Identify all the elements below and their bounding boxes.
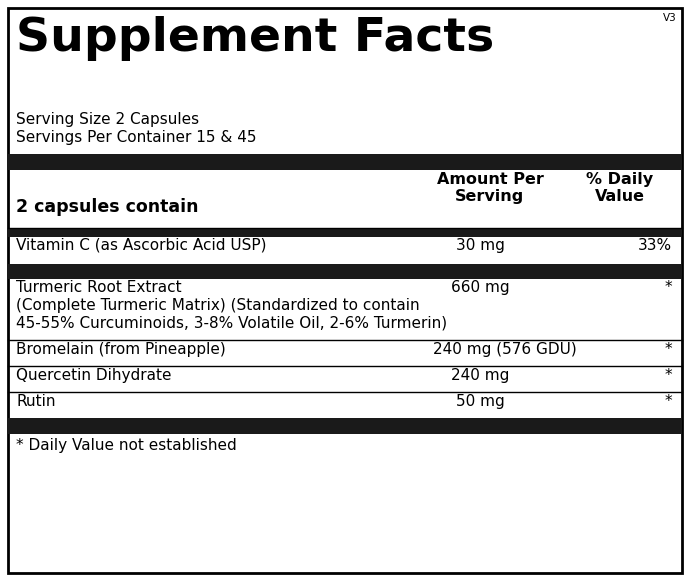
Text: 30 mg: 30 mg [455,238,504,253]
Text: *: * [664,394,672,409]
Text: Amount Per
Serving: Amount Per Serving [437,172,544,205]
Text: 50 mg: 50 mg [455,394,504,409]
Text: Rutin: Rutin [16,394,55,409]
Text: % Daily
Value: % Daily Value [586,172,653,205]
Text: 2 capsules contain: 2 capsules contain [16,198,199,216]
Text: Turmeric Root Extract: Turmeric Root Extract [16,280,181,295]
Text: * Daily Value not established: * Daily Value not established [16,438,237,453]
Text: Vitamin C (as Ascorbic Acid USP): Vitamin C (as Ascorbic Acid USP) [16,238,266,253]
Text: Bromelain (from Pineapple): Bromelain (from Pineapple) [16,342,226,357]
Text: *: * [664,342,672,357]
Text: *: * [664,280,672,295]
Text: *: * [664,368,672,383]
Text: (Complete Turmeric Matrix) (Standardized to contain: (Complete Turmeric Matrix) (Standardized… [16,298,420,313]
Text: Servings Per Container 15 & 45: Servings Per Container 15 & 45 [16,130,257,145]
Text: 240 mg (576 GDU): 240 mg (576 GDU) [433,342,577,357]
Text: 33%: 33% [638,238,672,253]
Text: V3: V3 [663,13,677,23]
Bar [8,228,682,237]
Bar [8,264,682,279]
Text: 240 mg: 240 mg [451,368,509,383]
Bar [8,418,682,434]
Text: 45-55% Curcuminoids, 3-8% Volatile Oil, 2-6% Turmerin): 45-55% Curcuminoids, 3-8% Volatile Oil, … [16,316,447,331]
Text: Serving Size 2 Capsules: Serving Size 2 Capsules [16,112,199,127]
Text: Supplement Facts: Supplement Facts [16,16,494,61]
Text: Quercetin Dihydrate: Quercetin Dihydrate [16,368,172,383]
Text: 660 mg: 660 mg [451,280,509,295]
Bar [8,154,682,170]
